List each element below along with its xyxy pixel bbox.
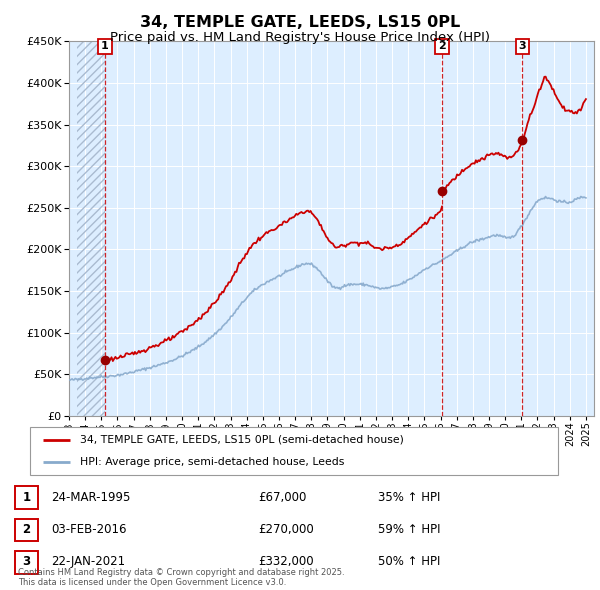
Text: 34, TEMPLE GATE, LEEDS, LS15 0PL (semi-detached house): 34, TEMPLE GATE, LEEDS, LS15 0PL (semi-d… — [80, 435, 404, 445]
Text: £67,000: £67,000 — [258, 490, 307, 504]
Text: HPI: Average price, semi-detached house, Leeds: HPI: Average price, semi-detached house,… — [80, 457, 344, 467]
Text: 1: 1 — [22, 490, 31, 504]
Text: 34, TEMPLE GATE, LEEDS, LS15 0PL: 34, TEMPLE GATE, LEEDS, LS15 0PL — [140, 15, 460, 30]
Text: 03-FEB-2016: 03-FEB-2016 — [51, 523, 127, 536]
FancyBboxPatch shape — [30, 427, 558, 475]
Text: 24-MAR-1995: 24-MAR-1995 — [51, 490, 130, 504]
Text: £270,000: £270,000 — [258, 523, 314, 536]
Text: Contains HM Land Registry data © Crown copyright and database right 2025.
This d: Contains HM Land Registry data © Crown c… — [18, 568, 344, 587]
Text: £332,000: £332,000 — [258, 555, 314, 569]
Bar — [77, 41, 105, 416]
Text: 59% ↑ HPI: 59% ↑ HPI — [378, 523, 440, 536]
Text: Price paid vs. HM Land Registry's House Price Index (HPI): Price paid vs. HM Land Registry's House … — [110, 31, 490, 44]
Text: 50% ↑ HPI: 50% ↑ HPI — [378, 555, 440, 569]
Text: 3: 3 — [22, 555, 31, 569]
Text: 1: 1 — [101, 41, 109, 51]
Text: 35% ↑ HPI: 35% ↑ HPI — [378, 490, 440, 504]
Text: 22-JAN-2021: 22-JAN-2021 — [51, 555, 125, 569]
Text: 3: 3 — [518, 41, 526, 51]
Text: 2: 2 — [438, 41, 446, 51]
Text: 2: 2 — [22, 523, 31, 536]
